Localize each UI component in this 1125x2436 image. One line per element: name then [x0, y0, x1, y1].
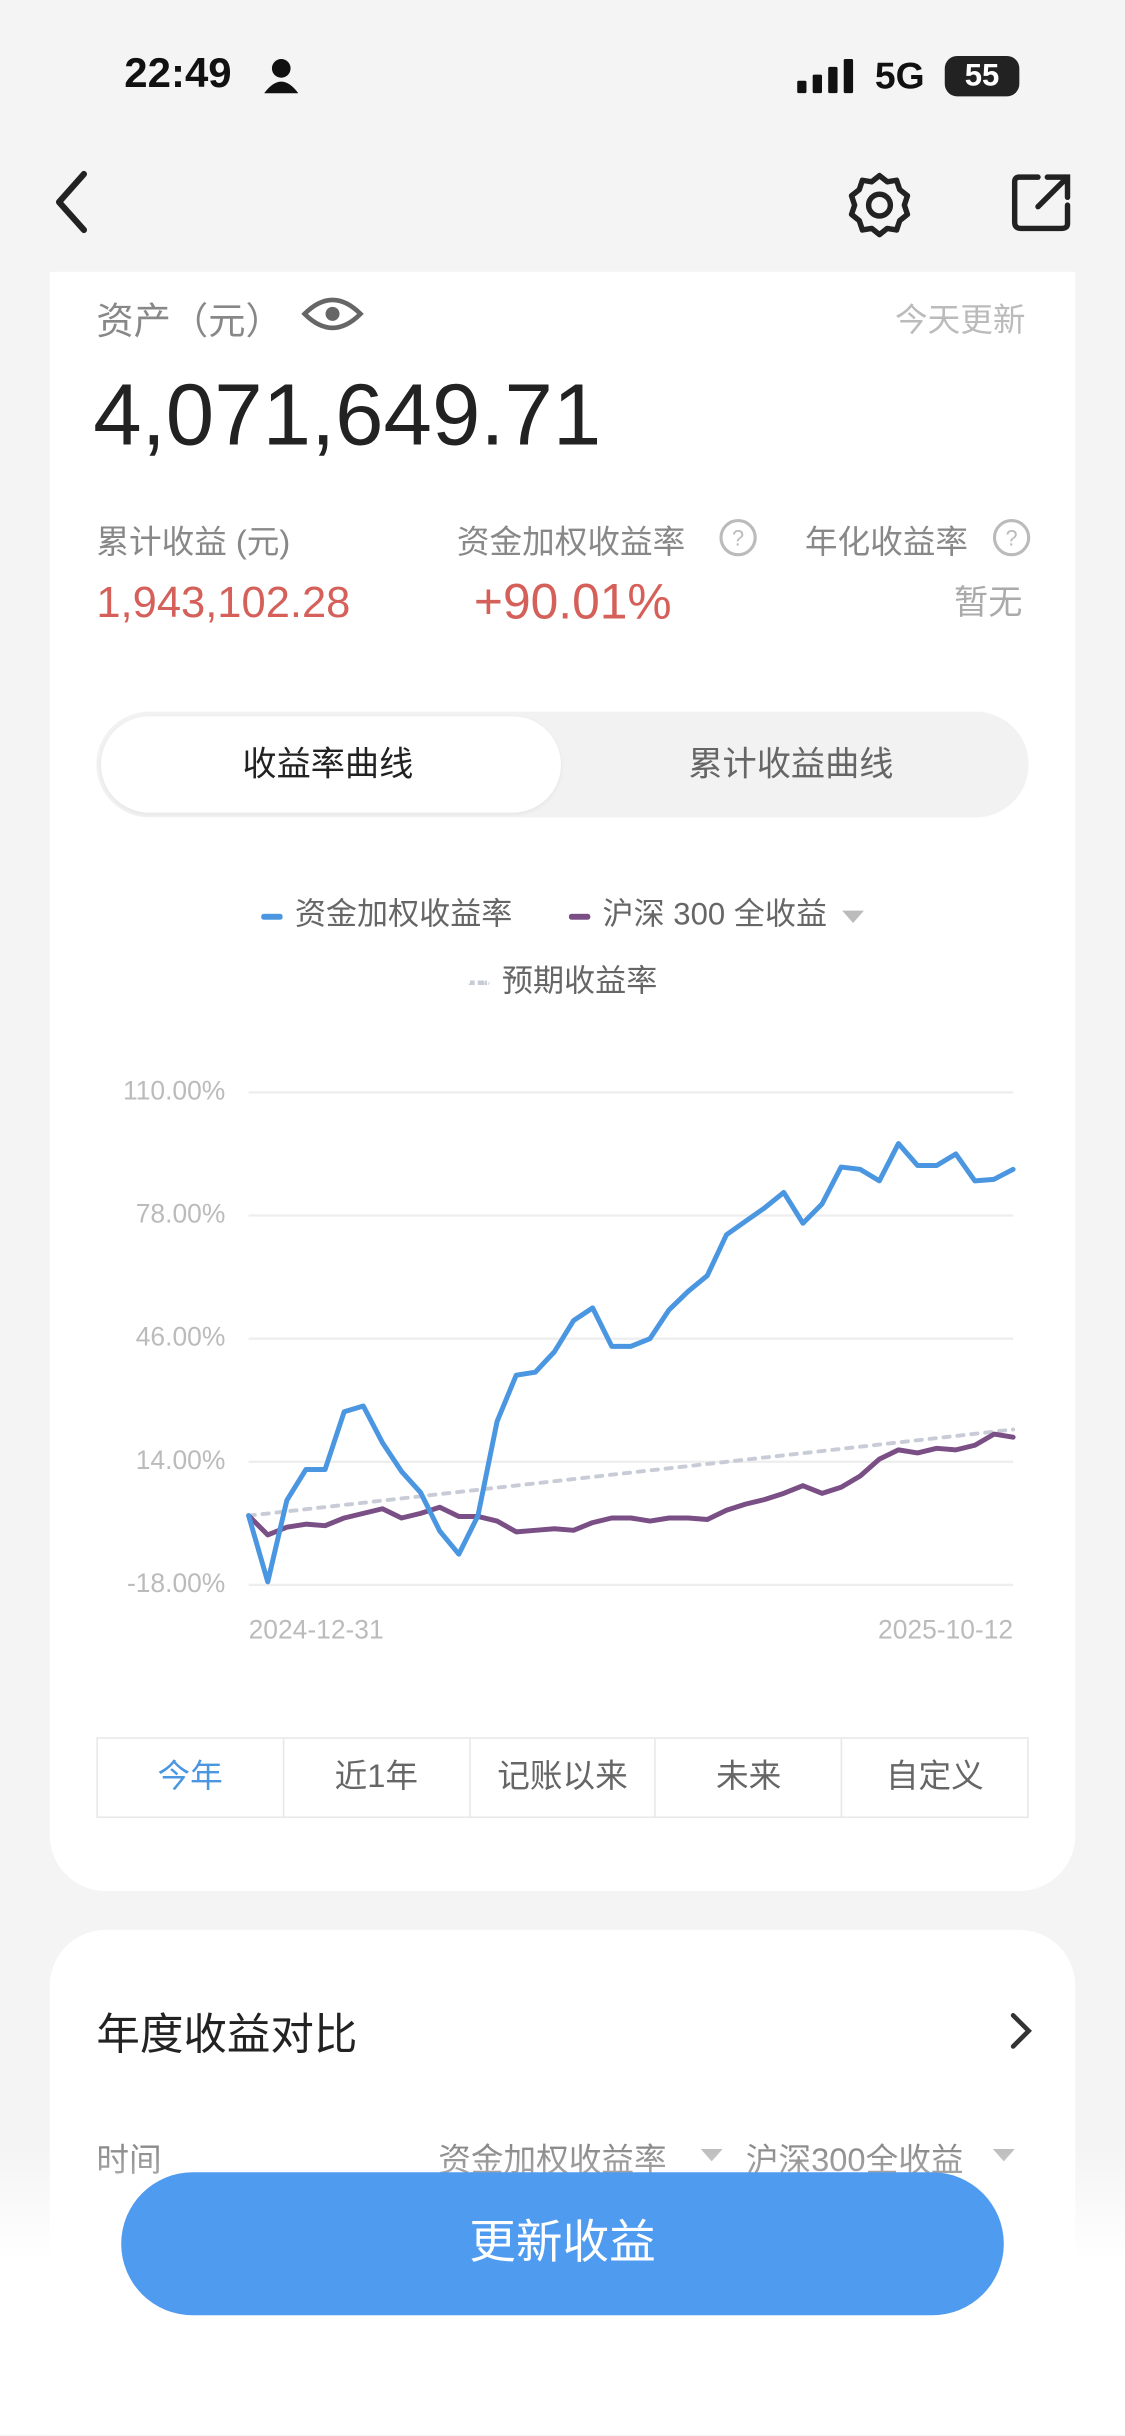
chart: -18.00% 14.00% 46.00% 78.00% 110.00% 2024-12-…	[123, 1075, 1016, 1645]
range-tab[interactable]: 记账以来	[468, 1738, 655, 1817]
chevron[interactable]	[1007, 2011, 1035, 2051]
dropdown-arrow	[842, 910, 865, 923]
curve-tab[interactable]: 收益率曲线	[242, 744, 414, 784]
x-tick-label: 2024-12-31	[249, 1615, 384, 1645]
update-note: 今天更新	[895, 303, 1026, 339]
range-tab[interactable]: 近1年	[282, 1738, 468, 1817]
signal-icon	[797, 59, 854, 94]
battery: 55	[944, 55, 1020, 97]
update-button[interactable]: 更新收益	[121, 2172, 1004, 2316]
share-button[interactable]	[1010, 171, 1072, 233]
range-tabs: 今年 近1年 记账以来 未来 自定义	[96, 1737, 1029, 1819]
ann-value: 暂无	[954, 582, 1023, 622]
time: 22:49	[124, 49, 232, 97]
help-icon[interactable]: ?	[992, 518, 1031, 557]
x-tick-label: 2025-10-12	[878, 1615, 1013, 1645]
range-tab[interactable]: 自定义	[840, 1738, 1027, 1817]
series-line	[246, 1141, 1016, 1585]
y-tick-label: 110.00%	[123, 1075, 225, 1105]
person-icon	[264, 59, 299, 94]
y-tick-label: -18.00%	[127, 1568, 225, 1598]
y-tick-label: 14.00%	[136, 1445, 226, 1475]
legend-swatch	[467, 980, 490, 986]
summary-card	[49, 271, 1076, 1892]
range-tab[interactable]: 未来	[654, 1738, 841, 1817]
mwr-label: 资金加权收益率	[456, 525, 686, 561]
y-tick-label: 78.00%	[136, 1198, 226, 1228]
cum-value: 1,943,102.28	[96, 578, 351, 627]
mwr-value: +90.01%	[473, 573, 672, 630]
series-line	[246, 1427, 1016, 1518]
legend-swatch	[260, 913, 283, 920]
annual-title: 年度收益对比	[96, 2010, 358, 2059]
back-button[interactable]	[47, 168, 100, 236]
series-line	[246, 1431, 1016, 1538]
legend-item[interactable]: 沪深 300 全收益	[568, 889, 865, 934]
legend-label: 沪深 300 全收益	[602, 898, 828, 933]
y-tick-label: 46.00%	[136, 1322, 226, 1352]
help-icon[interactable]: ?	[719, 518, 757, 557]
legend: 资金加权收益率 沪深 300 全收益	[50, 889, 1076, 934]
curve-switch: 收益率曲线 累计收益曲线	[96, 711, 1029, 818]
asset-value: 4,071,649.71	[93, 365, 602, 464]
selected-pill	[101, 716, 561, 813]
curve-tab[interactable]: 累计收益曲线	[688, 744, 894, 784]
cum-label: 累计收益 (元)	[96, 525, 291, 561]
eye-icon[interactable]	[301, 292, 364, 336]
range-tab[interactable]: 今年	[157, 1758, 223, 1795]
legend-label: 资金加权收益率	[294, 898, 513, 933]
legend-swatch	[568, 913, 591, 920]
ann-label: 年化收益率	[804, 525, 969, 561]
settings-button[interactable]	[845, 171, 913, 239]
legend-item[interactable]: 预期收益率	[467, 956, 658, 1001]
asset-label: 资产（元）	[96, 301, 283, 344]
network: 5G	[874, 55, 925, 98]
legend: 预期收益率	[50, 956, 1076, 1001]
legend-item[interactable]: 资金加权收益率	[260, 889, 513, 934]
legend-label: 预期收益率	[501, 964, 658, 1000]
